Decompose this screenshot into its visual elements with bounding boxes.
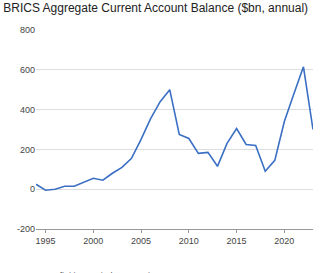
- svg-text:-200: -200: [17, 224, 35, 234]
- svg-text:0: 0: [30, 184, 35, 194]
- svg-text:2015: 2015: [227, 236, 247, 246]
- svg-text:2000: 2000: [83, 236, 103, 246]
- svg-text:400: 400: [20, 105, 35, 115]
- svg-text:800: 800: [20, 25, 35, 35]
- svg-text:2005: 2005: [131, 236, 151, 246]
- svg-text:BRICS Aggregate Current Accoun: BRICS Aggregate Current Account Balance …: [3, 1, 308, 15]
- svg-text:1995: 1995: [36, 236, 56, 246]
- svg-text:600: 600: [20, 65, 35, 75]
- svg-text:Sources: Refinitiv, Capital Ec: Sources: Refinitiv, Capital Economics: [10, 271, 159, 273]
- svg-text:2010: 2010: [179, 236, 199, 246]
- svg-text:200: 200: [20, 145, 35, 155]
- svg-text:2020: 2020: [274, 236, 294, 246]
